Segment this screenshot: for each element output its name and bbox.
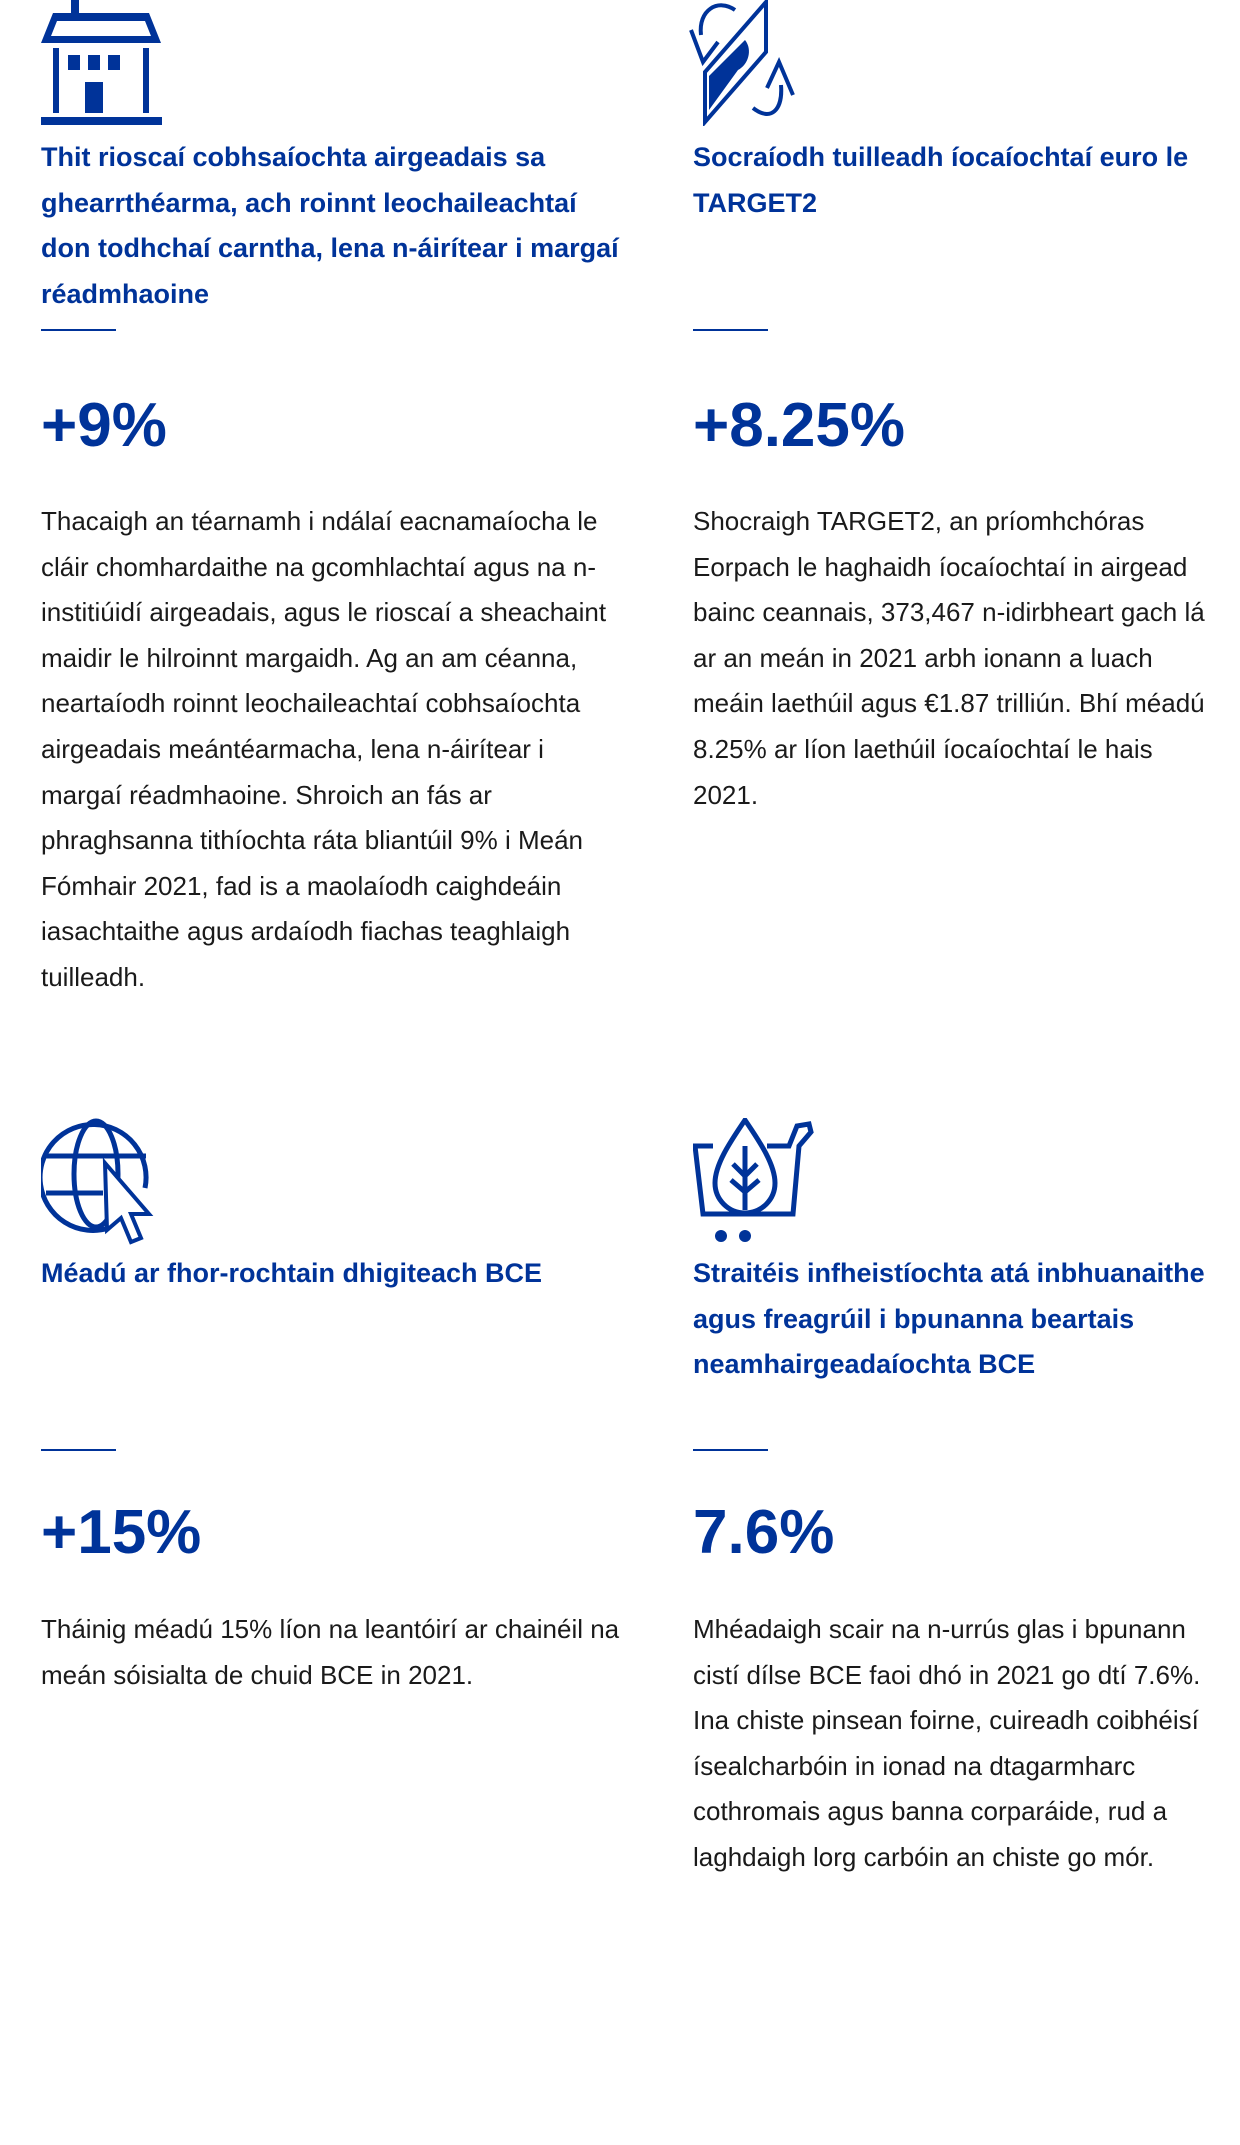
card-body: Tháinig méadú 15% líon na leantóirí ar c… <box>41 1614 620 1690</box>
stat-value: +15% <box>41 1498 202 1567</box>
card-title: Méadú ar fhor-rochtain dhigiteach BCE <box>41 1258 543 1288</box>
stat-value: 7.6% <box>693 1498 835 1567</box>
divider <box>693 329 768 331</box>
card-title: Socraíodh tuilleadh íocaíochtaí euro le … <box>693 142 1189 218</box>
divider <box>41 1449 116 1451</box>
green-cart-icon <box>693 1118 814 1242</box>
card-body: Mhéadaigh scair na n-urrús glas i bpunan… <box>693 1614 1201 1872</box>
divider <box>41 329 116 331</box>
payment-exchange-icon <box>689 0 795 126</box>
card-title: Thit rioscaí cobhsaíochta airgeadais sa … <box>41 142 619 309</box>
stat-value: +8.25% <box>693 391 906 460</box>
card-title: Straitéis infheistíochta atá inbhuanaith… <box>693 1258 1205 1380</box>
globe-cursor-icon <box>41 1118 154 1245</box>
card-body: Shocraigh TARGET2, an príomhchóras Eorpa… <box>693 506 1205 810</box>
stat-value: +9% <box>41 391 167 460</box>
card-body: Thacaigh an téarnamh i ndálaí eacnamaíoc… <box>41 506 607 992</box>
divider <box>693 1449 768 1451</box>
house-icon <box>41 0 162 125</box>
